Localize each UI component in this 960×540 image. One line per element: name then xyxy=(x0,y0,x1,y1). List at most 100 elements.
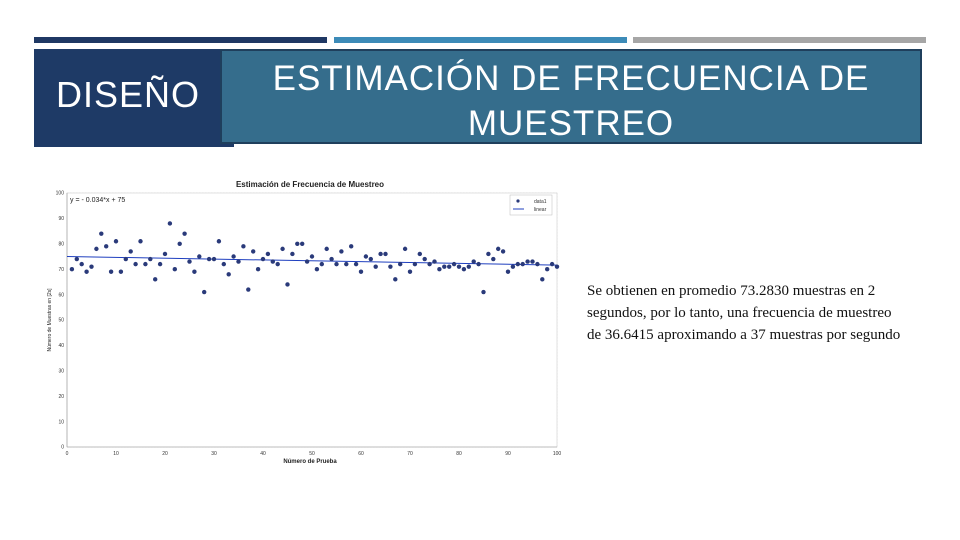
data-point xyxy=(187,259,192,264)
data-point xyxy=(505,269,511,274)
data-point xyxy=(192,269,197,274)
data-point xyxy=(329,256,334,262)
slide-title: ESTIMACIÓN DE FRECUENCIA DE MUESTREO xyxy=(272,59,870,143)
y-tick-label: 60 xyxy=(58,292,64,298)
data-point xyxy=(319,261,324,267)
data-point xyxy=(510,264,516,269)
y-tick-label: 20 xyxy=(58,394,64,400)
y-tick-label: 50 xyxy=(58,318,64,324)
legend-box xyxy=(509,194,553,216)
data-point xyxy=(138,239,143,244)
explanation-paragraph: Se obtienen en promedio 73.2830 muestras… xyxy=(587,283,901,343)
y-tick-label: 100 xyxy=(56,191,65,197)
data-point xyxy=(437,267,442,272)
data-point xyxy=(432,259,437,264)
data-point xyxy=(525,259,530,264)
data-point xyxy=(69,267,75,272)
top-accent-bar-gray xyxy=(633,37,926,43)
data-point xyxy=(172,267,177,272)
data-point xyxy=(344,261,349,267)
y-tick-label: 80 xyxy=(58,242,64,248)
data-point xyxy=(388,264,393,269)
data-point xyxy=(461,267,467,272)
data-point xyxy=(309,254,315,259)
legend-label-data1: data1 xyxy=(534,199,547,205)
data-point xyxy=(290,251,295,257)
data-point xyxy=(540,277,545,282)
data-point xyxy=(304,259,310,264)
scatter-chart: Estimación de Frecuencia de Muestreo y =… xyxy=(47,180,561,465)
data-point xyxy=(334,261,339,267)
data-point xyxy=(549,261,555,267)
data-point xyxy=(167,221,173,226)
data-point xyxy=(481,289,486,295)
x-tick-label: 70 xyxy=(407,451,413,457)
data-point xyxy=(143,261,148,267)
y-tick-label: 90 xyxy=(58,216,64,222)
chart-axes xyxy=(66,192,558,448)
data-point xyxy=(206,256,212,262)
x-axis-label: Número de Prueba xyxy=(283,459,337,465)
chart-equation: y = - 0.034*x + 75 xyxy=(70,197,125,204)
top-accent-bar-blue xyxy=(334,37,627,43)
data-point xyxy=(368,256,373,262)
data-point xyxy=(515,261,520,267)
data-point xyxy=(241,244,246,249)
data-point xyxy=(236,259,241,264)
data-point xyxy=(197,254,202,259)
data-point xyxy=(383,251,388,257)
data-point xyxy=(216,239,222,244)
data-point xyxy=(108,269,114,274)
section-label-block xyxy=(34,49,234,147)
data-point xyxy=(275,261,280,267)
y-tick-label: 10 xyxy=(58,419,64,425)
data-point xyxy=(221,261,226,267)
data-point xyxy=(378,251,383,257)
slide-title-box: ESTIMACIÓN DE FRECUENCIA DE MUESTREO xyxy=(220,49,922,144)
data-point xyxy=(373,264,378,269)
data-point xyxy=(162,251,168,257)
x-tick-label: 50 xyxy=(309,451,315,457)
plot-area xyxy=(66,192,558,448)
data-point xyxy=(128,249,133,254)
data-point xyxy=(500,249,506,254)
data-point xyxy=(202,289,207,295)
data-point xyxy=(442,264,447,269)
data-point xyxy=(353,261,359,267)
x-tick-label: 60 xyxy=(358,451,364,457)
data-point xyxy=(314,267,320,272)
data-point xyxy=(402,246,408,252)
y-tick-label: 70 xyxy=(58,267,64,273)
data-point xyxy=(251,249,256,254)
data-point xyxy=(157,261,163,267)
data-point xyxy=(133,261,138,267)
legend-marker-data1 xyxy=(516,199,520,203)
data-point xyxy=(226,272,231,277)
data-point xyxy=(358,269,364,274)
data-point xyxy=(84,269,89,274)
y-tick-label: 30 xyxy=(58,369,64,375)
data-point xyxy=(466,264,471,269)
data-point xyxy=(412,261,418,267)
y-tick-label: 0 xyxy=(61,445,64,451)
data-point xyxy=(231,254,236,259)
data-point xyxy=(153,277,158,282)
x-tick-label: 20 xyxy=(162,451,168,457)
data-point xyxy=(280,246,285,252)
data-point xyxy=(104,244,109,249)
data-point xyxy=(113,239,119,244)
data-point xyxy=(451,261,457,267)
data-point xyxy=(486,251,491,257)
data-point xyxy=(295,241,300,246)
data-point xyxy=(407,269,413,274)
data-point xyxy=(554,264,560,269)
chart-title: Estimación de Frecuencia de Muestreo xyxy=(236,180,384,189)
data-point xyxy=(118,269,124,274)
data-point xyxy=(339,249,344,254)
data-point xyxy=(496,246,501,252)
data-point xyxy=(324,246,329,252)
x-tick-label: 10 xyxy=(113,451,119,457)
data-point xyxy=(530,259,535,264)
data-point xyxy=(447,264,452,269)
data-point xyxy=(456,264,462,269)
